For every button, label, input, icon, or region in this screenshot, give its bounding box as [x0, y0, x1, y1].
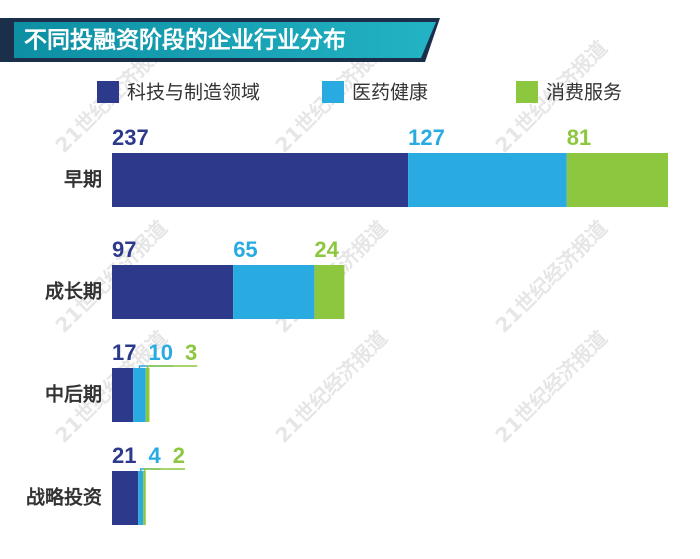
value-label: 3: [185, 340, 197, 365]
bar-segment: [314, 265, 345, 319]
value-label: 65: [233, 237, 257, 262]
value-label: 237: [112, 125, 149, 150]
category-label: 中后期: [45, 383, 102, 406]
legend-label: 消费服务: [546, 82, 622, 104]
bar-segment: [112, 471, 139, 525]
value-label: 2: [173, 443, 185, 468]
legend-label: 医药健康: [352, 82, 428, 104]
bar-segment: [112, 368, 134, 422]
value-label: 21: [112, 443, 136, 468]
bar-segment: [143, 471, 146, 525]
category-label: 战略投资: [26, 486, 102, 509]
title-banner: [14, 22, 436, 58]
watermark: 21世纪经济报道: [490, 216, 612, 338]
legend-swatch: [322, 81, 344, 103]
value-label: 4: [148, 443, 161, 468]
legend-label: 科技与制造领域: [127, 82, 260, 104]
bar-segment: [233, 265, 315, 319]
bar-segment: [408, 153, 567, 207]
watermark: 21世纪经济报道: [490, 326, 612, 448]
bar-segment: [145, 368, 150, 422]
bar-segment: [138, 471, 144, 525]
category-label: 早期: [64, 169, 102, 191]
bar-segment: [133, 368, 146, 422]
category-label: 成长期: [45, 280, 102, 303]
leader-line: [143, 468, 185, 475]
leader-line: [146, 365, 198, 372]
bar-segment: [112, 265, 234, 319]
legend-swatch: [97, 81, 119, 103]
bar-segment: [566, 153, 668, 207]
value-label: 127: [408, 125, 445, 150]
value-label: 17: [112, 340, 136, 365]
legend-swatch: [516, 81, 538, 103]
bar-segment: [112, 153, 409, 207]
watermark: 21世纪经济报道: [270, 326, 392, 448]
chart-title: 不同投融资阶段的企业行业分布: [24, 27, 346, 54]
value-label: 10: [148, 340, 172, 365]
value-label: 97: [112, 237, 136, 262]
value-label: 81: [567, 125, 591, 150]
value-label: 24: [314, 237, 339, 262]
